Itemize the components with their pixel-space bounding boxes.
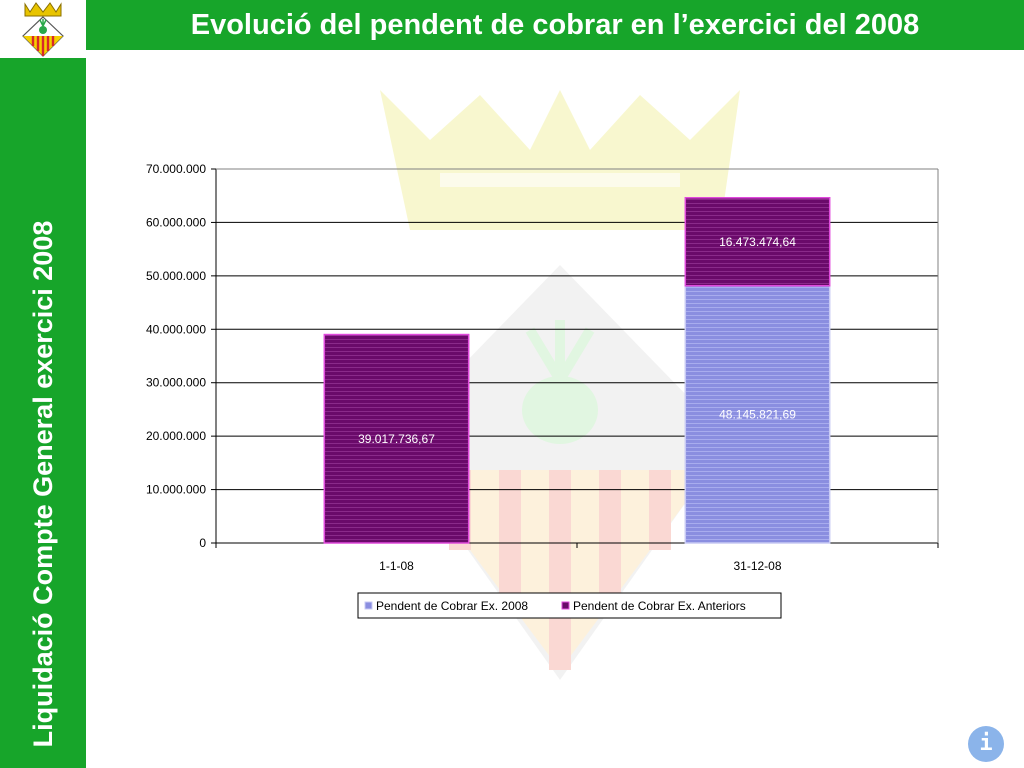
y-tick-label: 0 [199,536,206,550]
sidebar: Liquidació Compte General exercici 2008 [0,58,86,768]
info-button[interactable]: i [968,726,1004,762]
bar-data-label: 39.017.736,67 [358,432,435,446]
bar-data-label: 48.145.821,69 [719,407,796,421]
legend-label: Pendent de Cobrar Ex. Anteriors [573,599,746,613]
y-tick-label: 50.000.000 [146,269,206,283]
y-tick-label: 10.000.000 [146,483,206,497]
x-tick-label: 1-1-08 [379,559,414,573]
bar [684,196,831,287]
page-title: Evolució del pendent de cobrar en l’exer… [190,9,920,41]
header-bar [0,0,1024,50]
x-tick-label: 31-12-08 [733,559,781,573]
bar [323,333,470,544]
legend-swatch [364,601,373,610]
y-tick-label: 30.000.000 [146,376,206,390]
y-tick-label: 20.000.000 [146,429,206,443]
bar [684,285,831,544]
coat-of-arms-watermark [380,90,740,680]
y-tick-label: 40.000.000 [146,322,206,336]
logo-box [0,0,86,58]
legend-swatch [561,601,570,610]
bar-data-label: 16.473.474,64 [719,235,796,249]
legend-label: Pendent de Cobrar Ex. 2008 [376,599,528,613]
y-tick-label: 60.000.000 [146,215,206,229]
coat-of-arms-icon [22,2,64,57]
y-tick-label: 70.000.000 [146,162,206,176]
